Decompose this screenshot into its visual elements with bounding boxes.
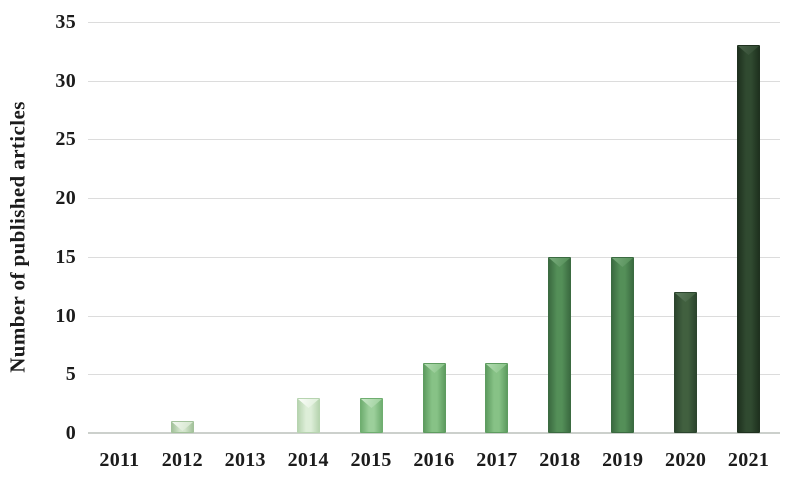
x-tick-label-2011: 2011 <box>99 449 140 471</box>
bar-2019 <box>611 257 634 433</box>
gridline-y10 <box>88 315 780 317</box>
y-tick-label-15: 15 <box>55 245 76 268</box>
x-tick-label-2015: 2015 <box>350 449 392 471</box>
bar-2014 <box>297 398 320 433</box>
bar-top-bevel <box>424 364 445 373</box>
bar-2018 <box>548 257 571 433</box>
y-tick-label-20: 20 <box>55 187 76 210</box>
bar-2021 <box>737 45 760 433</box>
bar-top-bevel <box>298 399 319 408</box>
x-axis-line <box>88 432 780 434</box>
bar-2015 <box>360 398 383 433</box>
x-tick-label-2016: 2016 <box>413 449 455 471</box>
bar-top-bevel <box>738 46 759 55</box>
x-tick-label-2014: 2014 <box>287 449 329 471</box>
bar-2012 <box>171 421 194 433</box>
bar-2016 <box>423 363 446 433</box>
bar-top-bevel <box>486 364 507 373</box>
gridline-y35 <box>88 22 780 23</box>
gridline-y25 <box>88 139 780 141</box>
y-axis-title: Number of published articles <box>5 101 30 373</box>
x-tick-label-2017: 2017 <box>476 449 518 471</box>
bar-top-bevel <box>612 258 633 267</box>
x-tick-label-2018: 2018 <box>539 449 581 471</box>
x-tick-label-2019: 2019 <box>602 449 644 471</box>
bar-top-bevel <box>549 258 570 267</box>
bar-top-bevel <box>172 422 193 431</box>
x-tick-label-2012: 2012 <box>161 449 203 471</box>
gridline-y15 <box>88 256 780 258</box>
x-tick-label-2021: 2021 <box>727 449 770 471</box>
y-tick-label-5: 5 <box>65 363 76 386</box>
y-tick-label-10: 10 <box>55 304 76 327</box>
bar-2020 <box>674 292 697 433</box>
y-tick-label-0: 0 <box>65 422 76 444</box>
gridline-y30 <box>88 80 780 82</box>
y-tick-label-30: 30 <box>55 69 76 92</box>
y-tick-label-25: 25 <box>55 128 76 151</box>
gridline-y20 <box>88 198 780 200</box>
x-tick-label-2013: 2013 <box>224 449 266 471</box>
y-tick-label-35: 35 <box>55 11 76 33</box>
x-tick-label-2020: 2020 <box>665 449 707 471</box>
bar-top-bevel <box>675 293 696 302</box>
bar-2017 <box>485 363 508 433</box>
bar-top-bevel <box>361 399 382 408</box>
